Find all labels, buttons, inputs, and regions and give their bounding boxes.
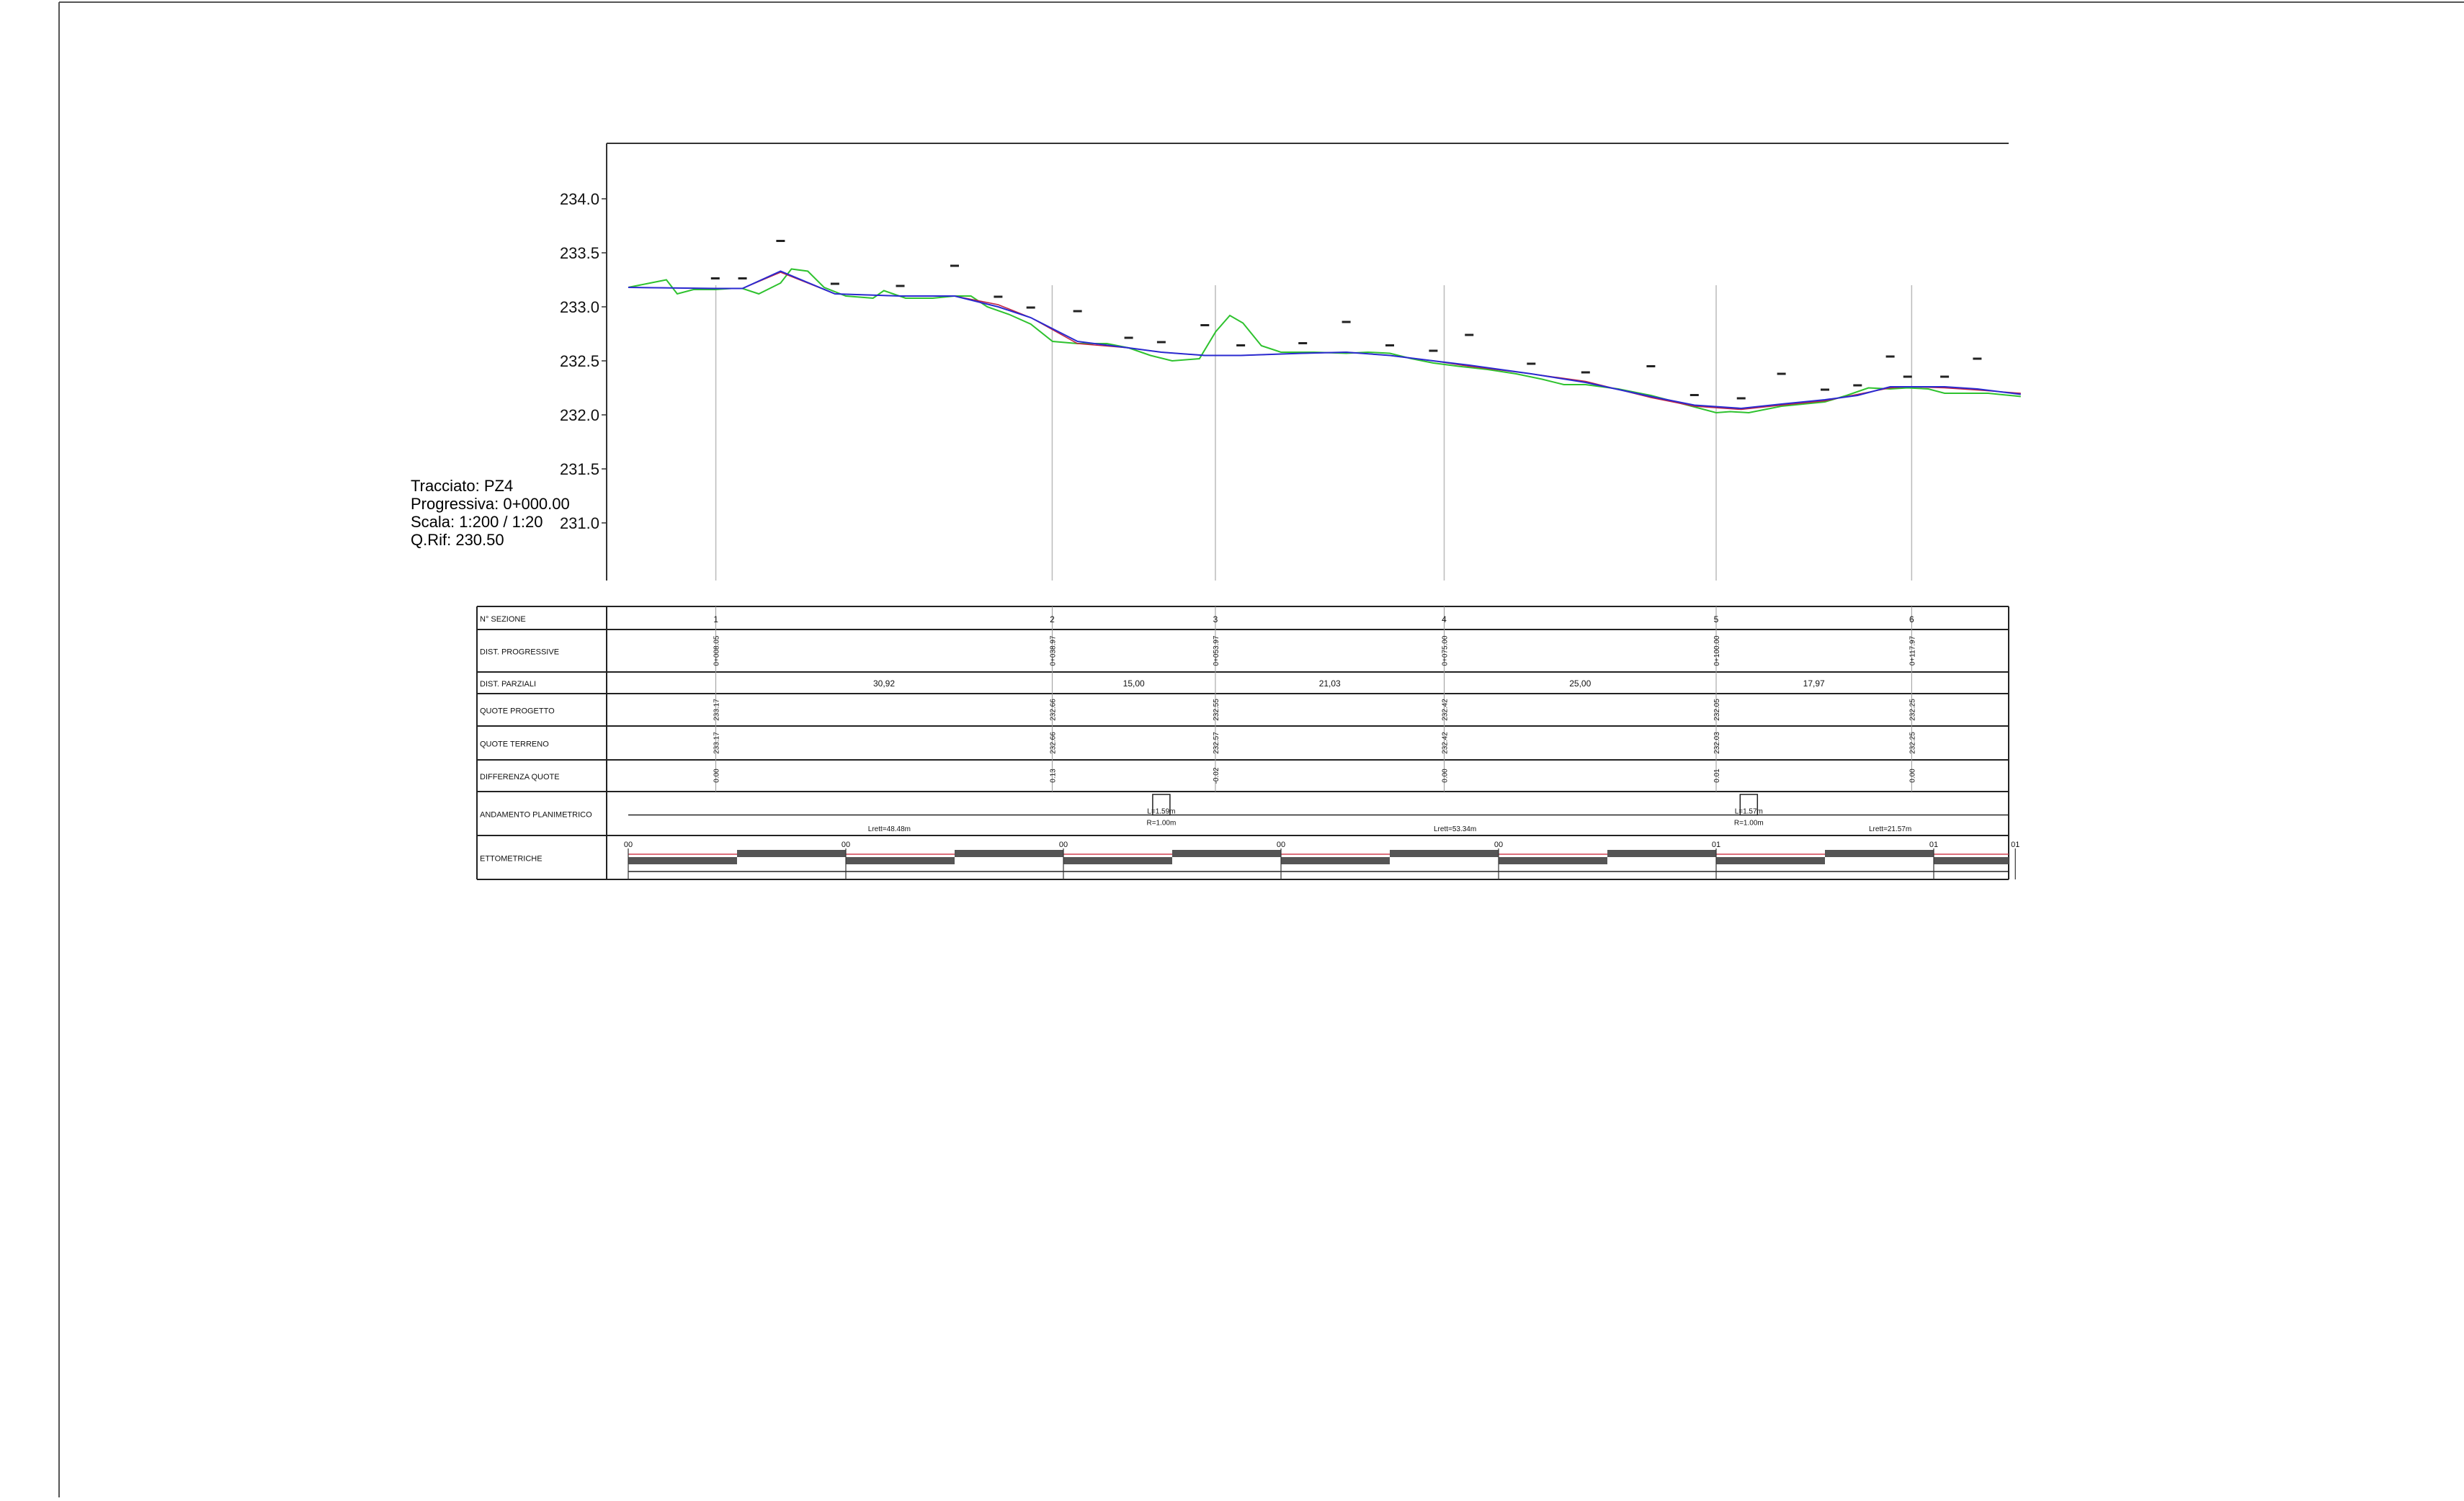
dist-progressiva: 0+117.97	[1909, 635, 1916, 666]
section-number: 2	[1050, 614, 1055, 624]
section-number: 6	[1909, 614, 1914, 624]
table-cells: 1 0+008.05 233.17 233.17 0.00 2 0+038.97 232.66…	[624, 606, 2019, 879]
dist-parziale: 17,97	[1803, 678, 1825, 689]
quota-terreno: 232.66	[1049, 732, 1057, 754]
quota-progetto: 232.25	[1909, 699, 1916, 721]
ettometriche-segment	[1281, 857, 1390, 864]
dist-parziale: 21,03	[1319, 678, 1341, 689]
curve-box	[1152, 794, 1171, 816]
ettometriche-segment	[1063, 857, 1172, 864]
table-row-label: N° SEZIONE	[480, 615, 526, 624]
ettometrica-label: 00	[1494, 841, 1503, 849]
ettometriche-segment	[846, 857, 955, 864]
ettometriche-segment	[1499, 857, 1607, 864]
table-row-label: ETTOMETRICHE	[480, 855, 543, 864]
quota-progetto: 232.66	[1049, 699, 1057, 721]
ettometriche-segment	[1825, 850, 1934, 857]
ettometriche-segment	[1172, 850, 1281, 857]
rettifilo-length: Lrett=48.48m	[868, 825, 911, 833]
ettometriche-segment	[1716, 857, 1825, 864]
qrif-label: Q.Rif: 230.50	[411, 531, 504, 549]
ettometrica-label: 01	[1712, 841, 1720, 849]
ettometriche-segment	[1390, 850, 1499, 857]
curve-length: L=1.57m	[1735, 808, 1763, 816]
y-tick-label: 233.5	[560, 244, 599, 262]
differenza-quota: 0.00	[1442, 769, 1450, 783]
differenza-quota: -0.02	[1213, 767, 1220, 784]
ettometriche-segment	[955, 850, 1063, 857]
table-row-label: DIST. PROGRESSIVE	[480, 648, 559, 657]
table-row-label: QUOTE TERRENO	[480, 740, 549, 749]
point-markers	[710, 240, 1982, 400]
section-number: 4	[1442, 614, 1447, 624]
quota-terreno: 232.25	[1909, 732, 1916, 754]
differenza-quota: 0.00	[713, 769, 721, 783]
terreno-line	[628, 268, 2021, 414]
y-tick-label: 231.5	[560, 460, 599, 478]
ettometriche-segment	[1934, 857, 2009, 864]
y-tick-label: 232.0	[560, 406, 599, 424]
ettometrica-label: 00	[1277, 841, 1285, 849]
section-number: 3	[1213, 614, 1218, 624]
curve-length: L=1.59m	[1147, 808, 1175, 816]
table-row-labels: N° SEZIONE DIST. PROGRESSIVE DIST. PARZIAL…	[480, 615, 592, 864]
table-row-label: ANDAMENTO PLANIMETRICO	[480, 811, 592, 820]
rettifilo-length: Lrett=21.57m	[1869, 825, 1911, 833]
info-block: Tracciato: PZ4 Progressiva: 0+000.00 Sca…	[411, 477, 570, 549]
quota-terreno: 233.17	[713, 732, 721, 754]
ettometriche-segment	[628, 857, 737, 864]
dist-progressiva: 0+053.97	[1213, 635, 1220, 666]
y-tick-label: 233.0	[560, 298, 599, 316]
quota-progetto: 232.42	[1442, 699, 1450, 721]
dist-parziale: 25,00	[1569, 678, 1591, 689]
quota-terreno: 232.03	[1713, 732, 1721, 754]
tracciato-label: Tracciato: PZ4	[411, 477, 514, 495]
y-axis: 234.0 233.5 233.0 232.5 232.0 231.5 231.0	[560, 190, 607, 532]
dist-progressiva: 0+075.00	[1442, 635, 1450, 666]
quota-progetto: 232.55	[1213, 699, 1220, 721]
section-number: 1	[713, 614, 718, 624]
section-number: 5	[1714, 614, 1719, 624]
ettometrica-label: 01	[2011, 841, 2019, 849]
quota-terreno: 232.57	[1213, 732, 1220, 754]
differenza-quota: 0.00	[1909, 769, 1916, 783]
ettometrica-label: 00	[1059, 841, 1068, 849]
data-table	[476, 606, 2009, 880]
progetto-line	[628, 270, 2021, 410]
y-tick-label: 231.0	[560, 514, 599, 532]
ettometrica-label: 00	[842, 841, 850, 849]
dist-progressiva: 0+038.97	[1049, 635, 1057, 666]
dist-progressiva: 0+100.00	[1713, 635, 1721, 666]
y-tick-label: 232.5	[560, 352, 599, 370]
ettometrica-label: 00	[624, 841, 633, 849]
differenza-quota: 0.13	[1049, 769, 1057, 783]
table-row-label: QUOTE PROGETTO	[480, 707, 555, 716]
dist-parziale: 15,00	[1123, 678, 1145, 689]
quota-terreno: 232.42	[1442, 732, 1450, 754]
quota-progetto: 232.05	[1713, 699, 1721, 721]
curve-radius: R=1.00m	[1734, 820, 1764, 828]
table-row-label: DIFFERENZA QUOTE	[480, 773, 560, 781]
ettometrica-label: 01	[1929, 841, 1938, 849]
rettifilo-length: Lrett=53.34m	[1434, 825, 1476, 833]
quota-progetto: 233.17	[713, 699, 721, 721]
progressiva-label: Progressiva: 0+000.00	[411, 495, 570, 513]
dist-progressiva: 0+008.05	[713, 635, 721, 666]
curve-radius: R=1.00m	[1146, 820, 1176, 828]
differenza-quota: 0.01	[1713, 769, 1721, 783]
scala-label: Scala: 1:200 / 1:20	[411, 513, 543, 531]
dist-parziale: 30,92	[873, 678, 895, 689]
profile-lines	[628, 268, 2021, 414]
ettometriche-segment	[737, 850, 846, 857]
curve-box	[1739, 794, 1759, 816]
ettometriche-segment	[1607, 850, 1716, 857]
section-lines	[715, 285, 1913, 581]
table-row-label: DIST. PARZIALI	[480, 680, 536, 689]
y-tick-label: 234.0	[560, 190, 599, 208]
